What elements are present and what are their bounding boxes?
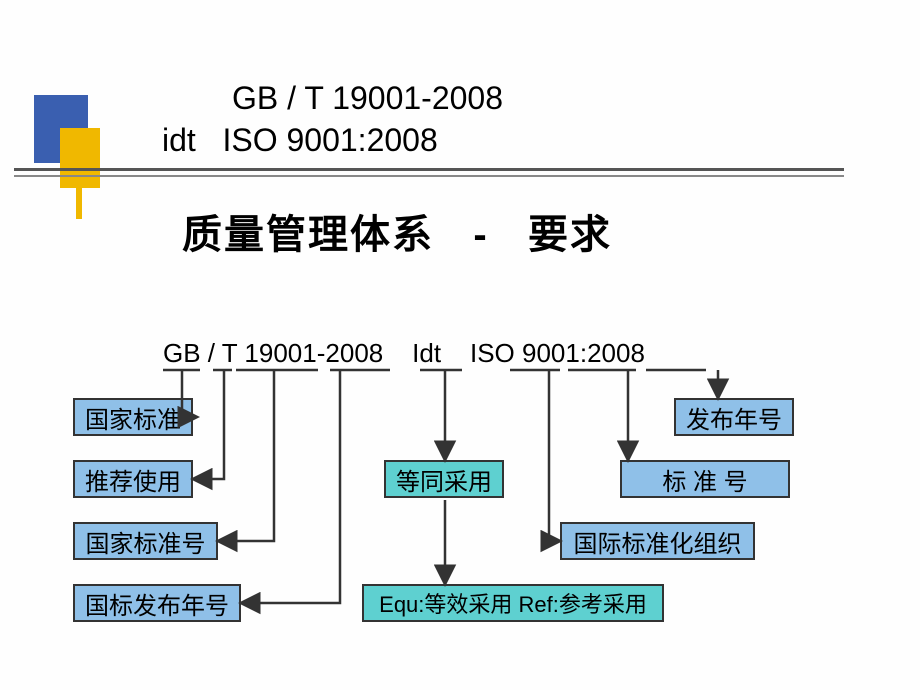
seg-colon: : — [580, 338, 587, 368]
box-gb-year: 国标发布年号 — [73, 584, 241, 622]
seg-iso: ISO — [470, 338, 515, 368]
seg-gb: GB — [163, 338, 201, 368]
seg-t: T — [222, 338, 237, 368]
box-standard-number: 标 准 号 — [620, 460, 790, 498]
box-identical-adoption: 等同采用 — [384, 460, 504, 498]
seg-idt: Idt — [412, 338, 441, 368]
decor-hline-2 — [14, 175, 844, 177]
box-iso-org: 国际标准化组织 — [560, 522, 755, 560]
box-release-year: 发布年号 — [674, 398, 794, 436]
decor-vline-accent — [76, 177, 82, 219]
box-national-std-number: 国家标准号 — [73, 522, 218, 560]
box-recommended: 推荐使用 — [73, 460, 193, 498]
main-title: 质量管理体系 - 要求 — [182, 202, 612, 260]
box-equ-ref: Equ:等效采用 Ref:参考采用 — [362, 584, 664, 622]
slide-canvas: GB / T 19001-2008 idt ISO 9001:2008 质量管理… — [0, 0, 920, 690]
code-line: GB / T 19001-2008 Idt ISO 9001:2008 — [163, 338, 645, 369]
header-line-1: GB / T 19001-2008 — [232, 80, 503, 117]
seg-num2: 9001 — [515, 338, 580, 368]
decor-hline-1 — [14, 168, 844, 171]
seg-year1: 2008 — [325, 338, 383, 368]
box-national-standard: 国家标准 — [73, 398, 193, 436]
seg-slash1: / — [201, 338, 222, 368]
seg-year2: 2008 — [587, 338, 645, 368]
header-line-2: idt ISO 9001:2008 — [162, 122, 438, 159]
seg-num1: 19001 — [237, 338, 317, 368]
